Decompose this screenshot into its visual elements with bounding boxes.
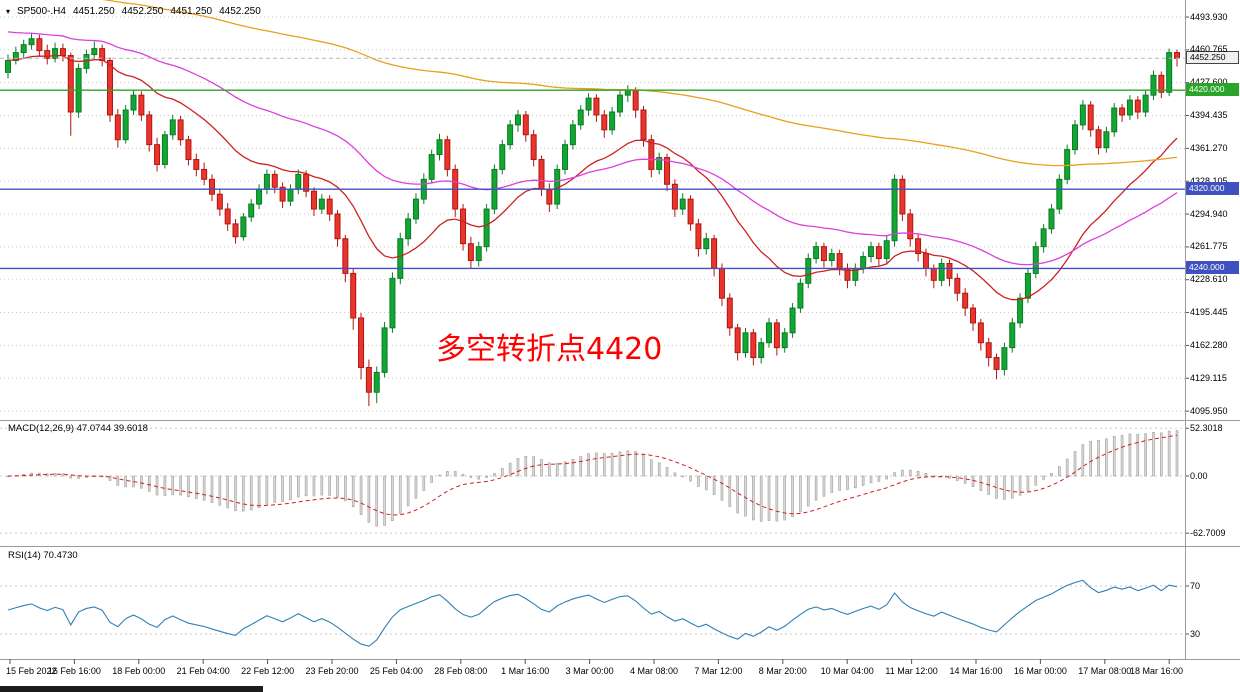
ohlc-open: 4451.250 (72, 6, 115, 17)
price-line-tag: 4420.000 (1186, 83, 1239, 97)
ohlc-high: 4452.250 (121, 6, 164, 17)
price-axis-label: 4261.775 (1190, 241, 1228, 252)
time-axis-label: 21 Feb 04:00 (176, 666, 230, 676)
time-axis-label: 16 Mar 00:00 (1013, 666, 1067, 676)
price-axis-label: 4228.610 (1190, 274, 1228, 285)
price-line-tag: 4240.000 (1186, 261, 1239, 275)
price-axis-label: 4493.930 (1190, 11, 1228, 22)
ohlc-low: 4451.250 (170, 6, 213, 17)
time-axis-label: 3 Mar 00:00 (565, 666, 614, 676)
time-axis-label: 14 Mar 16:00 (949, 666, 1003, 676)
price-axis-label: 4129.115 (1190, 372, 1227, 383)
price-line-tag: 4320.000 (1186, 182, 1239, 196)
price-axis-label: 4195.445 (1190, 307, 1228, 318)
rsi-axis-label: 30 (1190, 628, 1201, 639)
macd-axis-label: 52.3018 (1190, 422, 1223, 433)
time-axis-label: 22 Feb 12:00 (241, 666, 295, 676)
time-axis-label: 25 Feb 04:00 (369, 666, 423, 676)
macd-axis-label: -62.7009 (1190, 527, 1226, 538)
price-axis-label: 4294.940 (1190, 208, 1228, 219)
chart-expand-icon[interactable]: ▾ (6, 6, 11, 16)
time-axis-label: 4 Mar 08:00 (629, 666, 679, 676)
rsi-indicator-label: RSI(14) 70.4730 (8, 550, 78, 561)
price-axis-label: 4427.600 (1190, 77, 1228, 88)
time-axis-label: 10 Mar 04:00 (820, 666, 874, 676)
time-axis-label: 18 Mar 16:00 (1129, 666, 1183, 676)
macd-indicator-label: MACD(12,26,9) 47.0744 39.6018 (8, 423, 148, 434)
chart-header: ▾ SP500-.H4 4451.250 4452.250 4451.250 4… (6, 6, 261, 17)
time-axis-label: 23 Feb 20:00 (305, 666, 359, 676)
time-axis-label: 11 Mar 12:00 (885, 666, 938, 676)
bottom-scrollbar[interactable] (0, 686, 263, 692)
price-axis-label: 4394.435 (1190, 110, 1228, 121)
time-axis-label: 7 Mar 12:00 (694, 666, 743, 676)
ohlc-close: 4452.250 (219, 6, 261, 17)
time-axis-label: 28 Feb 08:00 (434, 666, 488, 676)
time-axis-label: 17 Mar 08:00 (1078, 666, 1132, 676)
price-axis-label: 4095.950 (1190, 405, 1228, 416)
time-axis-label: 8 Mar 20:00 (758, 666, 807, 676)
chart-annotation-text: 多空转折点4420 (436, 332, 663, 367)
price-axis-label: 4361.270 (1190, 142, 1228, 153)
symbol-period-label: SP500-.H4 (17, 6, 66, 17)
time-axis-label: 18 Feb 00:00 (112, 666, 166, 676)
current-price-tag: 4452.250 (1186, 51, 1239, 65)
price-axis-label: 4162.280 (1190, 339, 1228, 350)
macd-axis-label: 0.00 (1190, 470, 1208, 481)
rsi-axis-label: 70 (1190, 580, 1201, 591)
price-axis-label: 4328.105 (1190, 175, 1228, 186)
price-axis-label: 4460.765 (1190, 44, 1228, 55)
time-axis-label: 1 Mar 16:00 (501, 666, 550, 676)
time-axis-label: 16 Feb 16:00 (47, 666, 101, 676)
time-axis-label: 15 Feb 2022 (6, 666, 57, 676)
